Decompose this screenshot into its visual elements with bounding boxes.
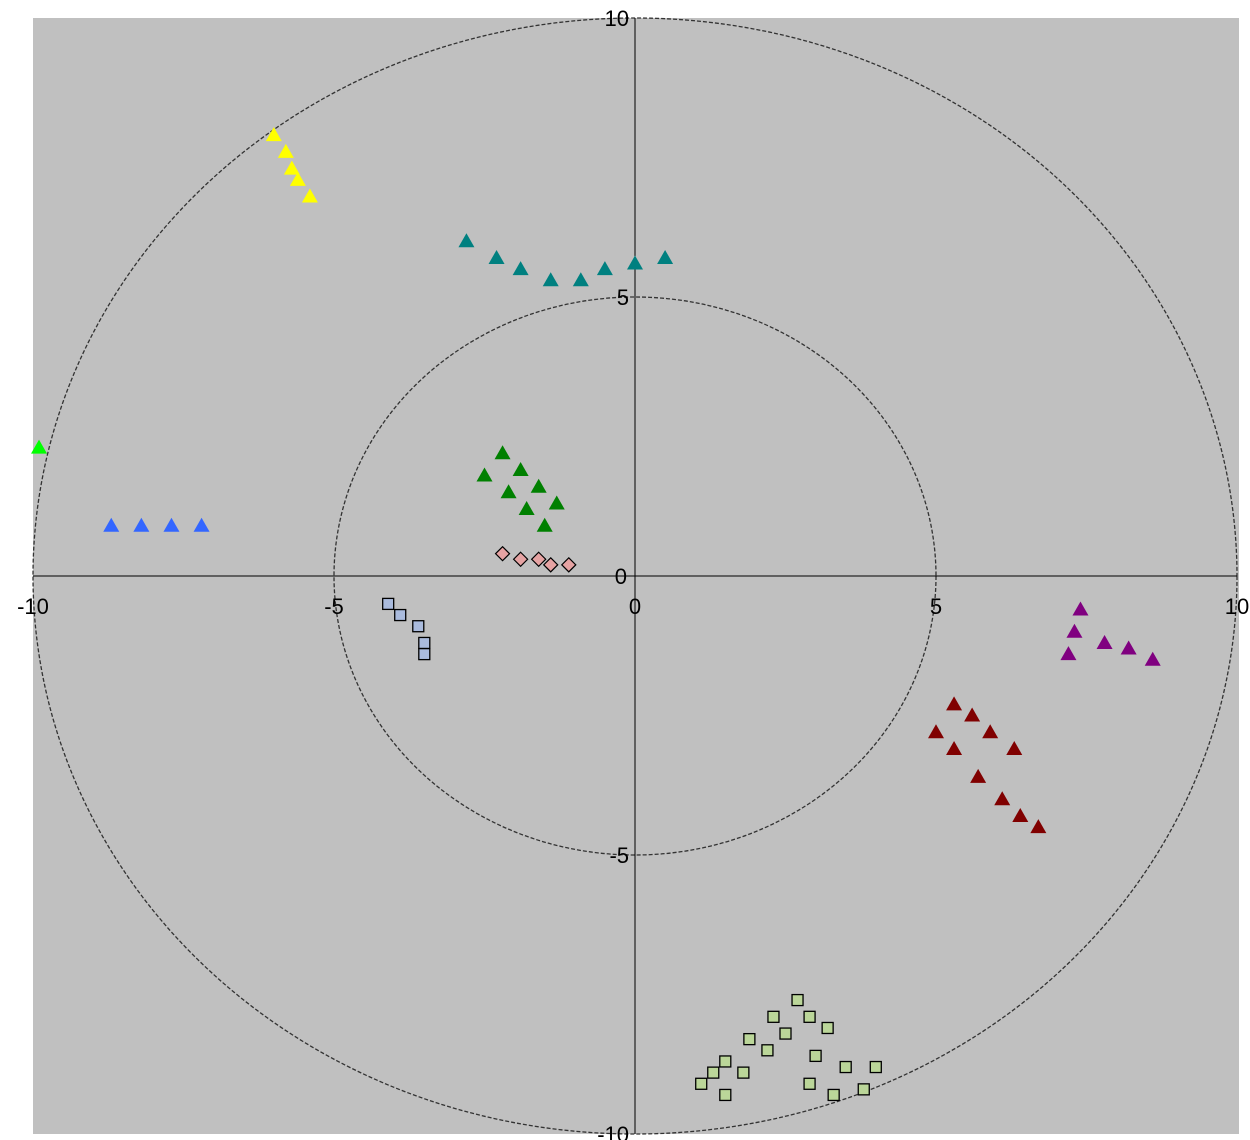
data-point [31, 439, 48, 454]
series-9 [928, 696, 1047, 834]
data-point [1006, 740, 1023, 755]
data-point [982, 724, 999, 739]
data-point [791, 993, 804, 1007]
data-point [500, 484, 517, 499]
data-point [695, 1077, 708, 1090]
data-point [548, 495, 565, 510]
data-point [494, 545, 511, 562]
data-point [946, 740, 963, 755]
series-5 [476, 445, 565, 532]
data-point [928, 724, 944, 739]
data-point [627, 255, 643, 270]
data-point [283, 160, 300, 175]
data-point [779, 1027, 792, 1040]
data-point [737, 1066, 750, 1079]
data-point [964, 707, 981, 722]
data-point [494, 445, 511, 460]
data-point [512, 461, 529, 476]
series-3 [31, 439, 48, 454]
data-point [1012, 807, 1029, 822]
data-point [394, 608, 407, 622]
data-point [1060, 646, 1077, 661]
data-point [512, 261, 529, 276]
x-tick-label: -5 [324, 594, 344, 619]
data-point [707, 1066, 720, 1079]
data-point [412, 620, 425, 633]
data-point [596, 261, 613, 276]
data-point [265, 127, 282, 142]
data-point [1030, 819, 1047, 834]
data-point [458, 233, 475, 248]
y-tick-label: 0 [615, 564, 627, 589]
data-point [946, 696, 963, 711]
data-point [512, 551, 529, 568]
data-point [382, 597, 395, 611]
series-1 [265, 127, 318, 203]
data-point [277, 143, 294, 158]
y-tick-label: 5 [617, 285, 629, 310]
data-point [821, 1021, 834, 1035]
data-point [719, 1088, 732, 1102]
data-point [1072, 601, 1089, 616]
axes [33, 18, 1237, 1134]
data-point [289, 171, 306, 186]
data-point [418, 636, 431, 650]
data-point [518, 501, 535, 516]
data-point [719, 1055, 732, 1068]
tick-labels: -10 -5 0 5 10 10 5 0 -5 -10 [17, 6, 1249, 1140]
x-tick-label: 0 [629, 594, 641, 619]
x-tick-label: -10 [17, 594, 49, 619]
data-point [103, 517, 120, 532]
data-point [743, 1032, 756, 1046]
data-point [530, 478, 547, 493]
data-point [857, 1083, 870, 1096]
y-tick-label: 10 [605, 6, 629, 31]
data-point [560, 556, 577, 573]
data-point [1120, 640, 1137, 655]
data-point [970, 768, 987, 783]
y-tick-label: -5 [609, 843, 629, 868]
data-point [657, 249, 674, 264]
data-point [827, 1088, 840, 1102]
data-point [163, 517, 180, 532]
data-point [803, 1077, 816, 1090]
data-point [488, 249, 505, 264]
x-tick-label: 10 [1225, 594, 1249, 619]
data-point [994, 791, 1011, 806]
series-4 [103, 517, 210, 532]
data-point [133, 517, 150, 532]
data-point [803, 1010, 816, 1023]
data-point [536, 517, 553, 532]
series-8 [1060, 601, 1161, 666]
data-point [418, 647, 431, 661]
data-point [839, 1060, 852, 1074]
series-6 [494, 545, 577, 573]
data-point [193, 517, 210, 532]
data-points [31, 127, 1161, 1102]
series-10 [695, 993, 882, 1102]
x-tick-label: 5 [930, 594, 942, 619]
data-point [476, 467, 493, 482]
data-point [761, 1044, 774, 1057]
data-point [542, 272, 559, 287]
data-point [1096, 634, 1113, 649]
data-point [1066, 623, 1083, 638]
data-point [809, 1049, 822, 1063]
data-point [767, 1010, 780, 1023]
series-7 [382, 597, 431, 661]
data-point [530, 551, 547, 568]
y-tick-label: -10 [597, 1122, 629, 1140]
data-point [1144, 651, 1161, 666]
data-point [542, 556, 559, 573]
series-2 [458, 233, 674, 287]
data-point [572, 272, 589, 287]
data-point [301, 188, 318, 203]
data-point [869, 1060, 882, 1074]
